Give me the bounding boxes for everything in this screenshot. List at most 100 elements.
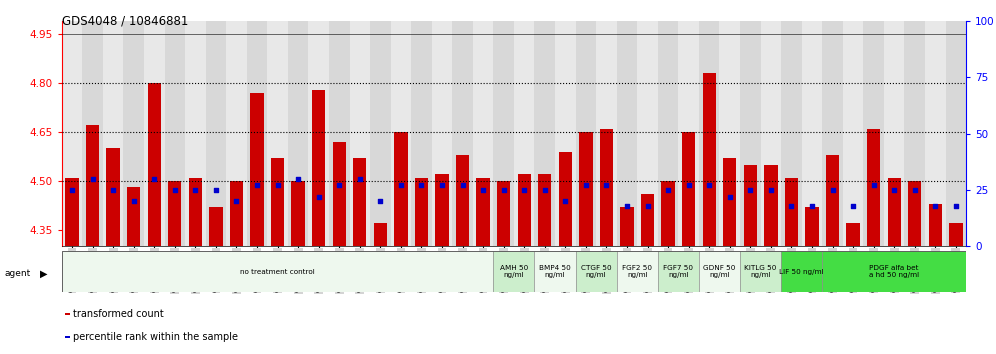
Bar bbox=[661, 181, 674, 246]
Point bbox=[352, 176, 368, 182]
Point bbox=[742, 187, 758, 193]
Point bbox=[578, 183, 594, 188]
Point bbox=[804, 203, 820, 209]
Bar bbox=[518, 175, 531, 246]
Bar bbox=[867, 129, 880, 246]
Bar bbox=[597, 21, 617, 246]
Bar bbox=[657, 21, 678, 246]
Bar bbox=[928, 204, 942, 246]
Bar bbox=[740, 251, 781, 292]
Bar bbox=[62, 251, 493, 292]
Bar bbox=[702, 73, 716, 246]
Bar bbox=[864, 21, 883, 246]
Point bbox=[146, 176, 162, 182]
Text: ▶: ▶ bbox=[40, 268, 48, 278]
Point bbox=[784, 203, 800, 209]
Bar bbox=[699, 21, 719, 246]
Bar bbox=[124, 21, 144, 246]
Text: CTGF 50
ng/ml: CTGF 50 ng/ml bbox=[581, 265, 612, 279]
Point bbox=[639, 203, 655, 209]
Bar bbox=[230, 181, 243, 246]
Point bbox=[85, 176, 101, 182]
Bar bbox=[107, 148, 120, 246]
Bar bbox=[925, 21, 945, 246]
Bar bbox=[292, 181, 305, 246]
Bar bbox=[226, 21, 247, 246]
Bar bbox=[555, 21, 576, 246]
Bar bbox=[185, 21, 205, 246]
Bar bbox=[538, 175, 552, 246]
Bar bbox=[904, 21, 925, 246]
Point bbox=[434, 183, 450, 188]
Bar bbox=[250, 93, 264, 246]
Point bbox=[290, 176, 306, 182]
Bar bbox=[806, 207, 819, 246]
Bar bbox=[147, 83, 161, 246]
Point bbox=[106, 187, 122, 193]
Bar bbox=[431, 21, 452, 246]
Bar bbox=[456, 155, 469, 246]
Bar bbox=[414, 178, 428, 246]
Bar bbox=[945, 21, 966, 246]
Bar bbox=[86, 125, 100, 246]
Bar bbox=[744, 165, 757, 246]
Point bbox=[413, 183, 429, 188]
Bar bbox=[723, 158, 736, 246]
Bar bbox=[411, 21, 431, 246]
Bar bbox=[600, 129, 614, 246]
Bar bbox=[476, 178, 490, 246]
Bar bbox=[719, 21, 740, 246]
Point bbox=[701, 183, 717, 188]
Bar bbox=[802, 21, 823, 246]
Bar bbox=[887, 178, 900, 246]
Text: AMH 50
ng/ml: AMH 50 ng/ml bbox=[500, 265, 528, 279]
Bar bbox=[333, 142, 346, 246]
Bar bbox=[699, 251, 740, 292]
Bar bbox=[127, 187, 140, 246]
Point bbox=[496, 187, 512, 193]
Bar bbox=[497, 181, 510, 246]
Point bbox=[906, 187, 922, 193]
Point bbox=[516, 187, 532, 193]
Point bbox=[454, 183, 470, 188]
Bar bbox=[267, 21, 288, 246]
Bar bbox=[493, 21, 514, 246]
Bar bbox=[247, 21, 267, 246]
Point bbox=[249, 183, 265, 188]
Bar bbox=[144, 21, 164, 246]
Bar bbox=[576, 21, 597, 246]
Bar bbox=[678, 21, 699, 246]
Point bbox=[620, 203, 635, 209]
Bar bbox=[823, 251, 966, 292]
Bar bbox=[823, 21, 843, 246]
Point bbox=[270, 183, 286, 188]
Point bbox=[680, 183, 696, 188]
Text: FGF2 50
ng/ml: FGF2 50 ng/ml bbox=[622, 265, 652, 279]
Point bbox=[167, 187, 183, 193]
Bar bbox=[617, 251, 657, 292]
Bar bbox=[764, 165, 778, 246]
Bar bbox=[740, 21, 761, 246]
Bar bbox=[452, 21, 473, 246]
Point bbox=[393, 183, 409, 188]
Bar bbox=[354, 158, 367, 246]
Bar bbox=[309, 21, 329, 246]
Bar bbox=[83, 21, 103, 246]
Bar bbox=[390, 21, 411, 246]
Bar bbox=[374, 223, 387, 246]
Bar bbox=[621, 207, 633, 246]
Bar bbox=[908, 181, 921, 246]
Point bbox=[722, 194, 738, 199]
Bar bbox=[617, 21, 637, 246]
Bar bbox=[826, 155, 840, 246]
Bar bbox=[312, 90, 326, 246]
Bar bbox=[62, 21, 83, 246]
Text: FGF7 50
ng/ml: FGF7 50 ng/ml bbox=[663, 265, 693, 279]
Point bbox=[311, 194, 327, 199]
Bar bbox=[682, 132, 695, 246]
Bar bbox=[493, 251, 535, 292]
Bar bbox=[785, 178, 798, 246]
Bar bbox=[435, 175, 448, 246]
Point bbox=[660, 187, 676, 193]
Point bbox=[948, 203, 964, 209]
